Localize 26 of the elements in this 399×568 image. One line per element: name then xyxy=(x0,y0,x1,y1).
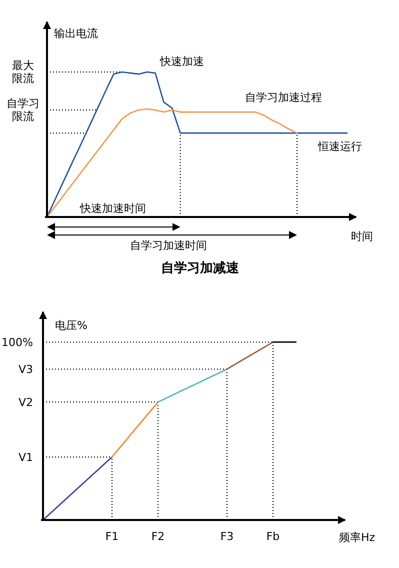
ref-line-label: 最大限流 xyxy=(12,59,34,86)
ref-line: V3 xyxy=(18,363,228,376)
text: 快速加速 xyxy=(159,55,204,68)
annotation: 自学习加速过程 xyxy=(245,91,322,104)
y-axis-title: 电压% xyxy=(55,319,88,332)
x-axis-title: 频率Hz xyxy=(338,531,376,544)
y-axis-title: 输出电流 xyxy=(54,27,98,40)
ref-line-label: V2 xyxy=(18,396,33,410)
x-tick-label: Fb xyxy=(266,530,280,543)
ref-line: V2 xyxy=(18,396,158,410)
ref-line-label: 自学习限流 xyxy=(6,97,40,124)
annotation: 恒速运行 xyxy=(317,140,362,153)
ref-line: 100% xyxy=(2,336,274,350)
text: 自学习加速时间 xyxy=(130,239,207,252)
ref-line: 最大限流 xyxy=(12,59,122,86)
x-axis-title: 时间 xyxy=(351,230,373,243)
annotation: 快速加速时间 xyxy=(79,202,146,215)
ref-line: 自学习限流 xyxy=(6,97,98,124)
x-tick-label: F3 xyxy=(220,530,234,543)
ref-line-label: V3 xyxy=(18,363,33,376)
x-tick-label: F1 xyxy=(105,530,119,543)
ref-line-label: V1 xyxy=(18,451,33,464)
x-tick-label: F2 xyxy=(151,530,165,543)
ref-line-label: 100% xyxy=(2,336,33,350)
ref-line: V1 xyxy=(18,451,112,464)
text: 自学习加减速 xyxy=(161,261,240,276)
